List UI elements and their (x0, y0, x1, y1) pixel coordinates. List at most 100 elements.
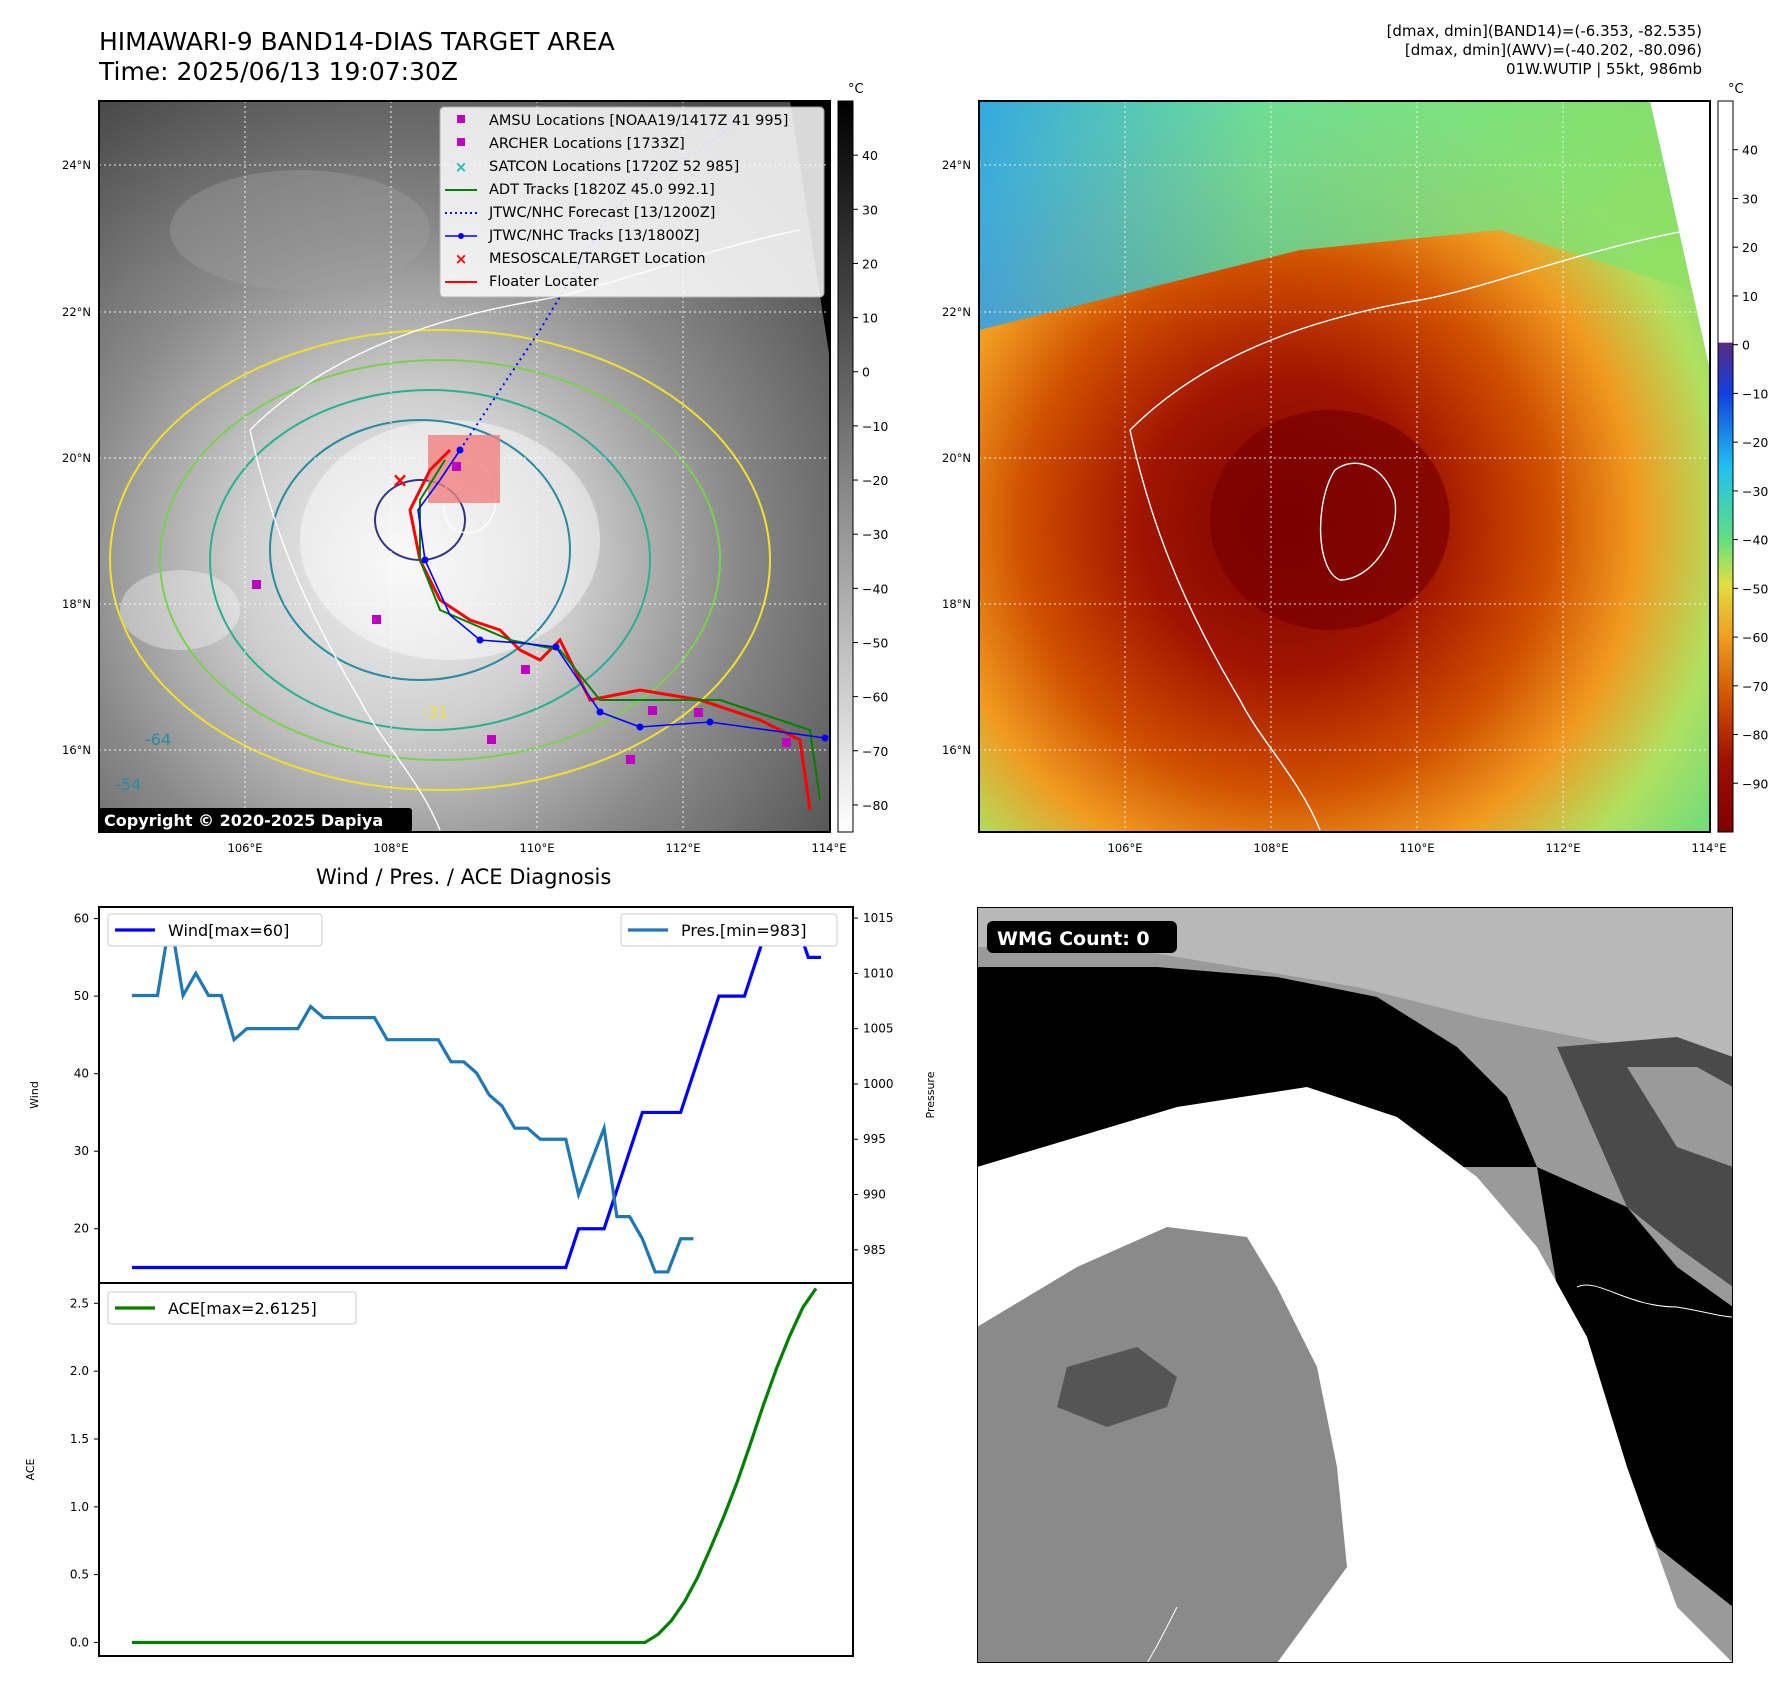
wind-tick-label: 40 (74, 1067, 89, 1081)
svg-text:×: × (455, 158, 468, 176)
pressure-tick-label: 1000 (863, 1077, 894, 1091)
colorbar1-tick-label: −40 (862, 581, 888, 596)
band14-map-panel: × -54 -64 -31 AMSU Locations [NOAA19/141… (62, 82, 888, 855)
colorbar2-tick-label: 30 (1742, 191, 1758, 206)
awv-gridlines (979, 101, 1710, 832)
lon-label: 112°E (666, 841, 701, 855)
wind-legend-label: Wind[max=60] (168, 921, 289, 940)
wind-tick-label: 60 (74, 912, 89, 926)
colorbar1-tick-label: 0 (862, 365, 870, 380)
colorbar1-tick-label: −70 (862, 744, 888, 759)
wind-tick-label: 30 (74, 1144, 89, 1158)
colorbar2-tick-label: −60 (1742, 630, 1768, 645)
pressure-tick-label: 1010 (863, 966, 894, 980)
colorbar-unit: °C (848, 82, 864, 97)
storm-tracks (408, 119, 826, 811)
pressure-legend (620, 913, 838, 947)
copyright: Copyright © 2020-2025 Dapiya (104, 811, 383, 830)
diagnosis-chart: 20 30 40 50 60 985 990 995 1000 1005 1010 1015 Wind P… (24, 906, 937, 1657)
contour-labels: -54 -64 -31 (115, 703, 448, 794)
awv-imagery (979, 101, 1710, 832)
colorbar1-tick-label: −10 (862, 419, 888, 434)
ace-axis-label: ACE (24, 1458, 37, 1480)
lon-label: 106°E (228, 841, 263, 855)
map-legend: AMSU Locations [NOAA19/1417Z 41 995] ARC… (439, 106, 825, 298)
wmg-count: WMG Count: 0 (997, 928, 1150, 950)
wmg-pixels (977, 907, 1733, 1663)
lon-label: 114°E (812, 841, 847, 855)
pressure-tick-label: 990 (863, 1188, 886, 1202)
ace-tick-label: 1.0 (70, 1500, 89, 1514)
stats-block: [dmax, dmin](BAND14)=(-6.353, -82.535) [… (1387, 22, 1702, 79)
pressure-tick-label: 1005 (863, 1022, 894, 1036)
ace-series-line (132, 1287, 818, 1645)
dmax-band14: [dmax, dmin](BAND14)=(-6.353, -82.535) (1386, 22, 1702, 40)
map1-lat-labels: 24°N 22°N 20°N 18°N 16°N (62, 158, 91, 757)
lat-label: 22°N (62, 305, 91, 319)
wind-pres-axes (98, 906, 854, 1284)
colorbar2-tick-label: −30 (1742, 484, 1768, 499)
dmax-awv: [dmax, dmin](AWV)=(-40.202, -80.096) (1404, 41, 1702, 59)
svg-text:×: × (455, 250, 468, 268)
colorbar2-tick-label: −70 (1742, 679, 1768, 694)
lon-label: 110°E (520, 841, 555, 855)
contour-label: -64 (145, 730, 171, 749)
colorbar1-tick-label: −60 (862, 690, 888, 705)
colorbar2-tick-label: −40 (1742, 533, 1768, 548)
colorbar1-tick-label: −80 (862, 798, 888, 813)
wind-series-line (132, 917, 821, 1270)
colorbar2-tick-label: 40 (1742, 143, 1758, 158)
legend-item: ADT Tracks [1820Z 45.0 992.1] (489, 182, 715, 198)
colorbar2-tick-label: −50 (1742, 581, 1768, 596)
map-frame (98, 100, 831, 833)
lat-label: 18°N (62, 597, 91, 611)
storm-info: 01W.WUTIP | 55kt, 986mb (1506, 60, 1702, 78)
wmg-label-box (987, 921, 1177, 953)
colorbar1-tick-label: −50 (862, 635, 888, 650)
lon-label: 108°E (1254, 841, 1289, 855)
wmg-panel: WMG Count: 0 (977, 907, 1733, 1663)
pressure-tick-label: 985 (863, 1243, 886, 1257)
lat-label: 20°N (62, 451, 91, 465)
colorbar1-tick-label: −20 (862, 473, 888, 488)
map1-lon-labels: 106°E 108°E 110°E 112°E 114°E (228, 841, 847, 855)
colorbar1-tick-label: 30 (862, 202, 878, 217)
legend-item: ARCHER Locations [1733Z] (489, 136, 685, 152)
colorbar1-tick-label: 40 (862, 148, 878, 163)
ir-imagery (99, 101, 830, 832)
wind-legend (107, 913, 323, 947)
legend-item: MESOSCALE/TARGET Location (489, 251, 706, 267)
lat-label: 16°N (62, 743, 91, 757)
lon-label: 110°E (1400, 841, 1435, 855)
lat-label: 24°N (942, 158, 971, 172)
blue-track-points (421, 446, 829, 742)
colorbar1-tick-label: 10 (862, 311, 878, 326)
map2-lon-labels: 106°E 108°E 110°E 112°E 114°E (1108, 841, 1727, 855)
ace-tick-label: 2.5 (70, 1296, 89, 1310)
ace-tick-label: 2.0 (70, 1364, 89, 1378)
lat-label: 16°N (942, 743, 971, 757)
legend-item: SATCON Locations [1720Z 52 985] (489, 159, 739, 175)
awv-coastline (1129, 229, 1691, 831)
lon-label: 108°E (374, 841, 409, 855)
target-marker: × (392, 468, 409, 492)
lat-label: 22°N (942, 305, 971, 319)
colorbar-band14: °C 40 30 20 10 0 −10 −20 −30 −40 −50 −60 −70 −80 (837, 82, 888, 833)
wind-axis-label: Wind (28, 1081, 41, 1109)
colorbar-awv: °C 40 30 20 10 0 −10 −20 −30 −40 −50 −60 −70 −80 −90 (1717, 82, 1768, 833)
pressure-legend-label: Pres.[min=983] (681, 921, 806, 940)
colorbar2-tick-label: −20 (1742, 435, 1768, 450)
lat-label: 20°N (942, 451, 971, 465)
contour-label: -31 (422, 703, 448, 722)
colorbar1-tick-label: 20 (862, 256, 878, 271)
awv-frame (978, 100, 1711, 833)
figure-time: Time: 2025/06/13 19:07:30Z (99, 57, 458, 86)
colorbar2-tick-label: −10 (1742, 386, 1768, 401)
lat-label: 24°N (62, 158, 91, 172)
ace-axes (98, 1282, 854, 1657)
ace-tick-label: 1.5 (70, 1432, 89, 1446)
pressure-series-line (132, 917, 694, 1274)
colorbar2-tick-label: 0 (1742, 338, 1750, 353)
colorbar2-tick-label: −90 (1742, 776, 1768, 791)
lat-label: 18°N (942, 597, 971, 611)
